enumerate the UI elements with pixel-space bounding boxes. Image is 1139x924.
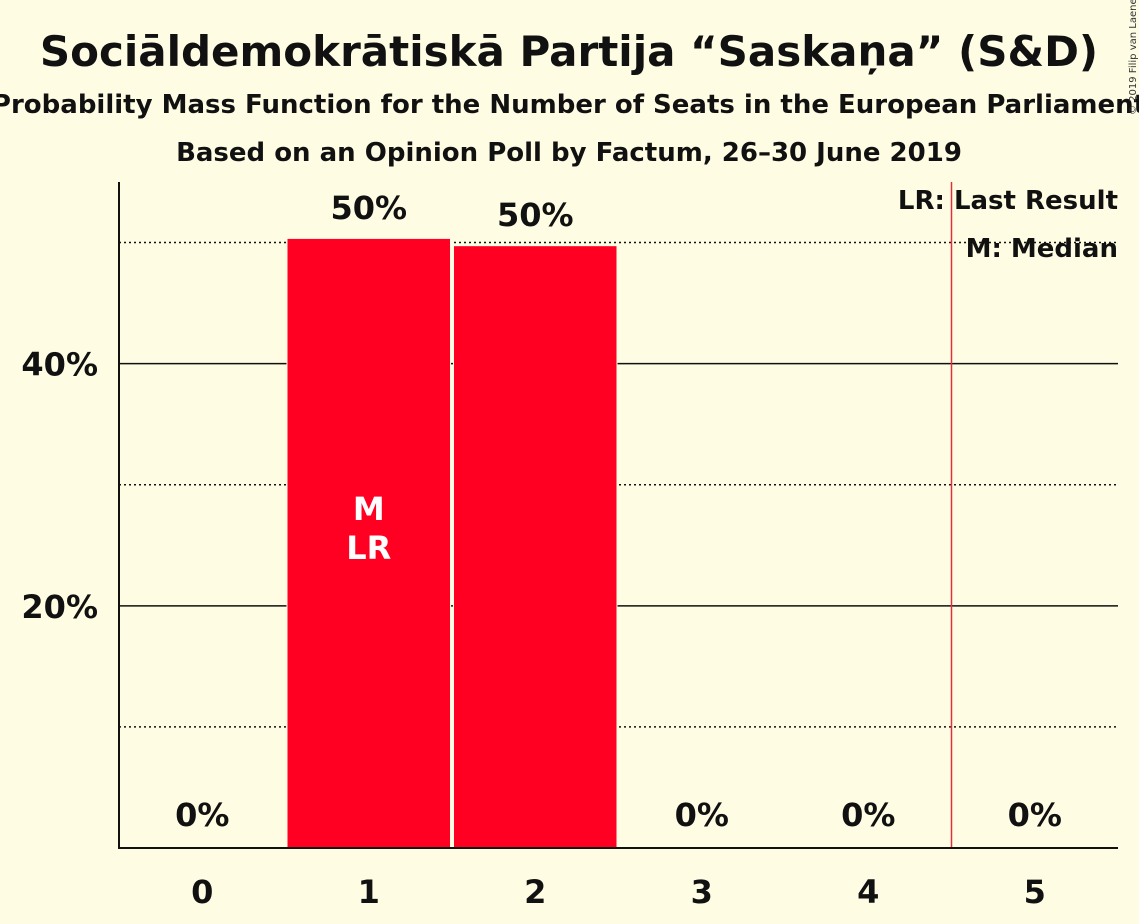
data-label: 50% [330,189,407,227]
copyright: © 2019 Filip van Laenen [1128,0,1139,115]
y-tick-label: 20% [21,588,98,626]
data-label: 0% [675,796,729,834]
x-tick-label: 1 [358,873,380,911]
legend: LR: Last Result M: Median [898,186,1118,264]
median-marker: M [353,490,385,528]
x-ticks: 0 1 2 3 4 5 [191,873,1046,911]
last-result-marker: LR [346,529,391,567]
data-label: 50% [497,196,574,234]
x-tick-label: 5 [1024,873,1046,911]
data-label: 0% [841,796,895,834]
x-tick-label: 4 [857,873,879,911]
data-label: 0% [175,796,229,834]
bar [454,246,617,849]
legend-median: M: Median [966,234,1118,264]
chart-subtitle-2: Based on an Opinion Poll by Factum, 26–3… [176,138,962,168]
data-label: 0% [1008,796,1062,834]
y-ticks: 20% 40% [21,346,98,626]
y-tick-label: 40% [21,346,98,384]
x-tick-label: 2 [524,873,546,911]
bars [286,182,953,849]
chart-title: Sociāldemokrātiskā Partija “Saskaņa” (S&… [40,27,1098,76]
bar [287,238,450,848]
x-tick-label: 3 [691,873,713,911]
legend-last-result: LR: Last Result [898,186,1118,216]
data-labels: 0% 50% 50% 0% 0% 0% MLR [175,189,1062,834]
chart-subtitle: Probability Mass Function for the Number… [0,90,1139,120]
x-tick-label: 0 [191,873,213,911]
gridlines [119,241,1118,728]
